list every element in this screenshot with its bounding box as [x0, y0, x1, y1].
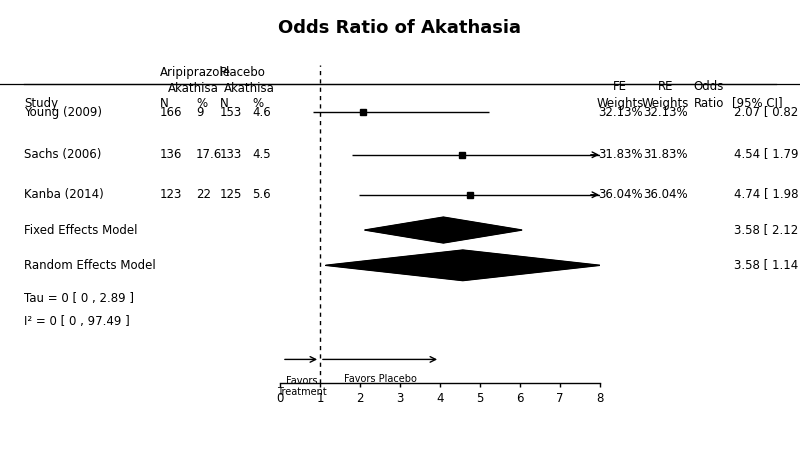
Text: 32.13%: 32.13% [643, 106, 688, 119]
Text: Tau = 0 [ 0 , 2.89 ]: Tau = 0 [ 0 , 2.89 ] [24, 292, 134, 305]
Text: RE: RE [658, 80, 674, 93]
Text: Fixed Effects Model: Fixed Effects Model [24, 224, 138, 237]
Text: 36.04%: 36.04% [598, 188, 642, 201]
Text: 5.6: 5.6 [252, 188, 270, 201]
Polygon shape [365, 217, 522, 243]
Text: %: % [252, 97, 263, 110]
Text: [95% CI]: [95% CI] [732, 97, 783, 110]
Text: 153: 153 [220, 106, 242, 119]
Text: 136: 136 [160, 148, 182, 161]
Text: 166: 166 [160, 106, 182, 119]
Text: %: % [196, 97, 207, 110]
Text: Akathisa: Akathisa [168, 82, 219, 95]
Text: 22: 22 [196, 188, 211, 201]
Text: 125: 125 [220, 188, 242, 201]
Text: Placebo: Placebo [220, 66, 266, 79]
Text: Weights: Weights [642, 97, 690, 110]
Text: 4.6: 4.6 [252, 106, 270, 119]
Text: 3.58 [ 2.12 , 6.05 ]: 3.58 [ 2.12 , 6.05 ] [734, 224, 800, 237]
Text: 36.04%: 36.04% [643, 188, 688, 201]
Text: Odds: Odds [694, 80, 724, 93]
Text: 4.5: 4.5 [252, 148, 270, 161]
Text: 32.13%: 32.13% [598, 106, 642, 119]
Text: Sachs (2006): Sachs (2006) [24, 148, 102, 161]
Text: N: N [220, 97, 229, 110]
Text: N: N [160, 97, 169, 110]
Text: Weights: Weights [596, 97, 644, 110]
Text: I² = 0 [ 0 , 97.49 ]: I² = 0 [ 0 , 97.49 ] [24, 315, 130, 328]
Text: Kanba (2014): Kanba (2014) [24, 188, 104, 201]
Text: Akathisa: Akathisa [224, 82, 275, 95]
Text: 31.83%: 31.83% [598, 148, 642, 161]
Text: Favors
Treatment: Favors Treatment [277, 376, 327, 397]
Text: Favors Placebo: Favors Placebo [343, 374, 417, 383]
Text: FE: FE [613, 80, 627, 93]
Text: 17.6: 17.6 [196, 148, 222, 161]
Text: Aripiprazole: Aripiprazole [160, 66, 231, 79]
Text: 3.58 [ 1.14 , 11.29 ]: 3.58 [ 1.14 , 11.29 ] [734, 259, 800, 272]
Text: 4.74 [ 1.98 , 11.36 ]: 4.74 [ 1.98 , 11.36 ] [734, 188, 800, 201]
Text: Study: Study [24, 97, 58, 110]
Text: 31.83%: 31.83% [643, 148, 688, 161]
Text: 2.07 [ 0.82 , 5.23 ]: 2.07 [ 0.82 , 5.23 ] [734, 106, 800, 119]
Text: 133: 133 [220, 148, 242, 161]
Text: 9: 9 [196, 106, 203, 119]
Text: Odds Ratio of Akathasia: Odds Ratio of Akathasia [278, 19, 522, 37]
Text: 4.54 [ 1.79 , 11.50 ]: 4.54 [ 1.79 , 11.50 ] [734, 148, 800, 161]
Text: Ratio: Ratio [694, 97, 724, 110]
Text: Random Effects Model: Random Effects Model [24, 259, 156, 272]
Text: Young (2009): Young (2009) [24, 106, 102, 119]
Polygon shape [326, 250, 600, 281]
Text: 123: 123 [160, 188, 182, 201]
